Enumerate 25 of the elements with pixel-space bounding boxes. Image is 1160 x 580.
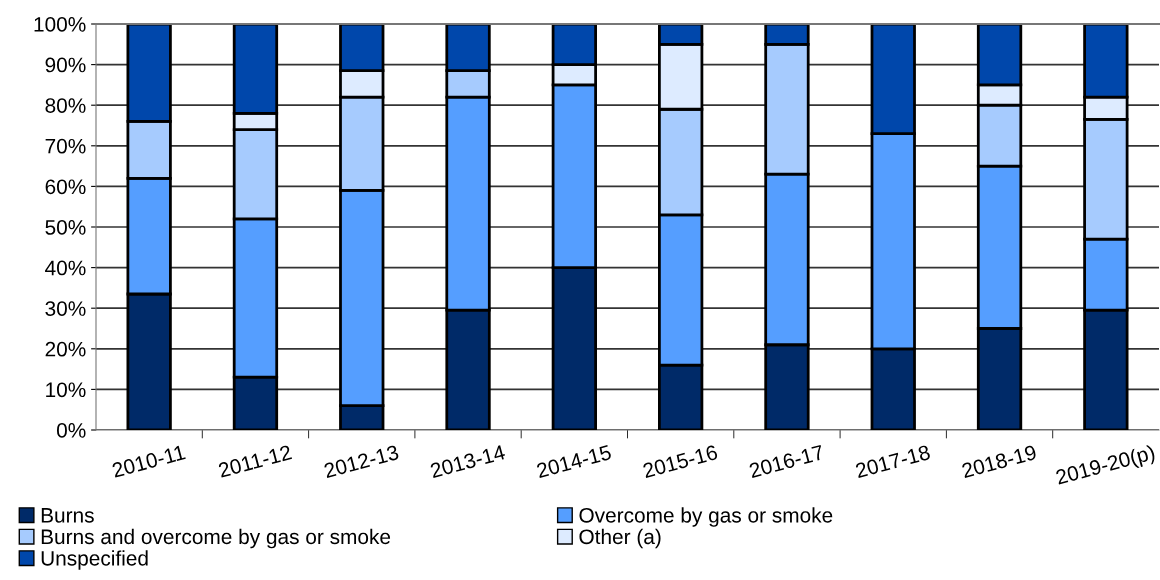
y-tick-label: 70% xyxy=(45,138,86,154)
legend-label: Burns xyxy=(41,508,94,523)
x-tick-label: 2017-18 xyxy=(854,444,931,479)
y-tick-label: 80% xyxy=(45,98,86,113)
legend-label: Overcome by gas or smoke xyxy=(579,507,833,527)
x-tick-label: 2010-11 xyxy=(111,444,186,478)
y-tick-label: 60% xyxy=(45,179,86,195)
legend-label: Burns and overcome by gas or smoke xyxy=(41,528,391,549)
x-tick-label: 2015-16 xyxy=(642,444,719,479)
x-tick-label: 2018-19 xyxy=(961,444,1037,479)
x-tick-label: 2016-17 xyxy=(748,444,825,479)
legend-label: Other (a) xyxy=(579,528,661,549)
y-tick-label: 100% xyxy=(34,17,86,32)
y-tick-label: 20% xyxy=(45,341,86,357)
y-tick-label: 30% xyxy=(45,301,86,316)
x-tick-label: 2012-13 xyxy=(323,444,400,479)
y-tick-label: 10% xyxy=(46,382,86,398)
x-tick-label: 2013-14 xyxy=(429,444,506,479)
y-tick-label: 50% xyxy=(45,220,86,235)
legend-label: Unspecified xyxy=(41,550,148,570)
y-tick-label: 40% xyxy=(45,260,86,276)
x-tick-label: 2011-12 xyxy=(217,444,293,478)
x-tick-label: 2014-15 xyxy=(536,444,612,479)
y-tick-label: 0% xyxy=(56,423,86,438)
y-tick-label: 90% xyxy=(45,57,86,73)
